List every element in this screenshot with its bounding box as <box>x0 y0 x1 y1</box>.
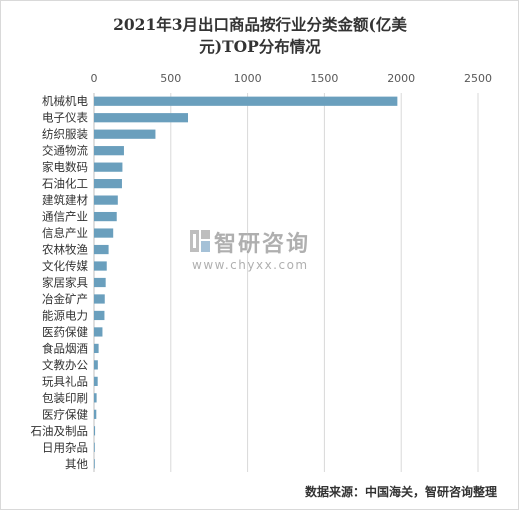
category-labels: 机械机电电子仪表纺织服装交通物流家电数码石油化工建筑建材通信产业信息产业农林牧渔… <box>31 94 89 471</box>
category-label: 电子仪表 <box>42 111 88 125</box>
category-label: 医药保健 <box>42 325 88 339</box>
category-label: 玩具礼品 <box>42 374 88 388</box>
category-label: 通信产业 <box>42 210 88 224</box>
bar <box>94 162 123 172</box>
category-label: 文教办公 <box>42 358 88 372</box>
category-label: 农林牧渔 <box>42 243 88 257</box>
category-label: 家电数码 <box>42 160 88 174</box>
gridlines <box>93 93 479 472</box>
category-label: 交通物流 <box>42 144 88 158</box>
bar <box>94 393 97 403</box>
bar <box>94 360 98 370</box>
category-label: 冶金矿产 <box>42 292 88 306</box>
x-tick-label: 500 <box>160 72 181 85</box>
bar <box>94 179 122 189</box>
category-label: 信息产业 <box>42 226 88 240</box>
category-label: 能源电力 <box>42 308 88 322</box>
category-label: 其他 <box>65 457 88 471</box>
bar <box>94 327 103 337</box>
bar <box>94 459 95 469</box>
bar <box>94 442 95 452</box>
category-label: 医疗保健 <box>42 407 88 421</box>
category-label: 家居家具 <box>42 276 88 290</box>
bar <box>94 244 109 255</box>
bar <box>94 211 117 222</box>
category-label: 石油化工 <box>42 177 88 191</box>
source-note: 数据来源：中国海关，智研咨询整理 <box>304 485 497 499</box>
bar <box>94 146 124 156</box>
bar <box>94 294 105 304</box>
bar <box>94 409 97 419</box>
chyxx-logo-icon <box>190 230 210 252</box>
x-tick-label: 0 <box>91 72 98 85</box>
category-label: 日用杂品 <box>42 440 88 454</box>
x-tick-label: 2500 <box>464 72 492 85</box>
x-tick-label: 2000 <box>387 72 415 85</box>
x-tick-label: 1000 <box>234 72 262 85</box>
category-label: 建筑建材 <box>42 193 88 207</box>
category-label: 包装印刷 <box>42 391 88 405</box>
bar <box>94 426 96 436</box>
category-label: 食品烟酒 <box>42 341 88 355</box>
category-label: 纺织服装 <box>42 127 88 141</box>
bar <box>94 96 398 106</box>
bar <box>94 195 118 205</box>
bar <box>94 228 114 238</box>
watermark-url: www.chyxx.com <box>192 258 309 272</box>
watermark-name: 智研咨询 <box>214 232 311 257</box>
bar <box>94 277 106 288</box>
bar <box>94 261 107 271</box>
bar <box>94 113 189 123</box>
chart-title: 2021年3月出口商品按行业分类金额(亿美 元)TOP分布情况 <box>70 14 450 58</box>
x-tick-label: 1500 <box>310 72 338 85</box>
category-label: 文化传媒 <box>42 259 88 273</box>
chart-title-line-2: 元)TOP分布情况 <box>199 37 321 56</box>
bar <box>94 343 99 354</box>
x-axis-ticks: 0 500 1000 1500 2000 2500 <box>91 72 493 85</box>
bar <box>94 376 98 386</box>
bars <box>94 96 398 469</box>
category-label: 石油及制品 <box>31 424 89 438</box>
bar <box>94 129 156 139</box>
bar <box>94 310 105 321</box>
watermark: 智研咨询 www.chyxx.com <box>190 228 340 278</box>
chart-title-line-1: 2021年3月出口商品按行业分类金额(亿美 <box>113 15 407 34</box>
category-label: 机械机电 <box>42 94 88 108</box>
